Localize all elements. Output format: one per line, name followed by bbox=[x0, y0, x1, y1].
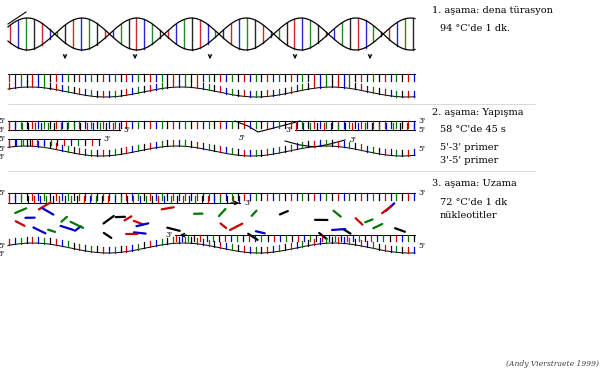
Text: 5': 5' bbox=[0, 117, 5, 125]
Text: 5'-3' primer: 5'-3' primer bbox=[440, 143, 498, 152]
Text: (Andy Vierstraete 1999): (Andy Vierstraete 1999) bbox=[506, 360, 599, 368]
Text: 3': 3' bbox=[244, 199, 251, 207]
Text: 5': 5' bbox=[123, 126, 130, 134]
Text: 5': 5' bbox=[0, 242, 5, 250]
Text: 3'-5' primer: 3'-5' primer bbox=[440, 156, 498, 165]
Text: 3': 3' bbox=[0, 153, 5, 161]
Text: 2. aşama: Yapışma: 2. aşama: Yapışma bbox=[432, 108, 524, 117]
Text: 5': 5' bbox=[418, 242, 425, 250]
Text: 5': 5' bbox=[238, 134, 246, 142]
Text: 5': 5' bbox=[0, 189, 5, 197]
Text: 5': 5' bbox=[418, 145, 425, 153]
Text: 3': 3' bbox=[350, 136, 357, 144]
Text: 58 °C'de 45 s: 58 °C'de 45 s bbox=[440, 125, 506, 134]
Text: 3': 3' bbox=[418, 189, 425, 197]
Text: 5': 5' bbox=[0, 145, 5, 153]
Text: 1. aşama: dena türasyon: 1. aşama: dena türasyon bbox=[432, 6, 553, 15]
Text: 3. aşama: Uzama: 3. aşama: Uzama bbox=[432, 179, 517, 188]
Text: 72 °C'de 1 dk: 72 °C'de 1 dk bbox=[440, 198, 507, 207]
Text: nükleotitler: nükleotitler bbox=[440, 211, 498, 220]
Text: 3': 3' bbox=[0, 250, 5, 258]
Text: 3': 3' bbox=[103, 135, 110, 143]
Text: 3': 3' bbox=[285, 126, 292, 134]
Text: 94 °C'de 1 dk.: 94 °C'de 1 dk. bbox=[440, 24, 510, 33]
Text: 3': 3' bbox=[418, 117, 425, 125]
Text: 3': 3' bbox=[0, 126, 5, 134]
Text: 5': 5' bbox=[0, 135, 5, 143]
Text: 5': 5' bbox=[418, 126, 425, 134]
Text: 3': 3' bbox=[165, 231, 172, 239]
